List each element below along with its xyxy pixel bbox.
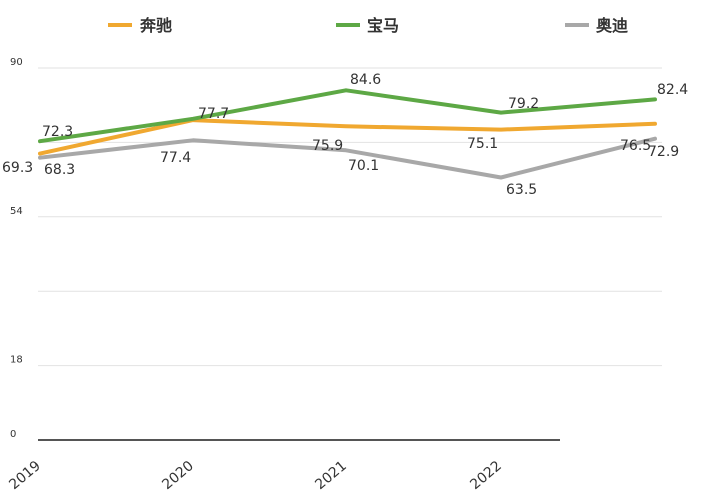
legend-item-bmw: 宝马 [336,16,399,35]
data-label: 63.5 [506,182,537,198]
legend-label-audi: 奥迪 [596,16,628,35]
x-tick-label: 2020 [159,458,197,493]
data-label: 72.9 [648,144,679,160]
data-label: 70.1 [348,158,379,174]
data-label: 82.4 [657,82,688,98]
data-label: 84.6 [350,72,381,88]
y-tick-label: 54 [10,206,23,217]
y-tick-label: 18 [10,355,23,366]
x-axis: 2019 2020 2021 2022 [6,439,560,493]
data-label: 75.9 [312,138,343,154]
legend-item-benz: 奔驰 [108,16,172,35]
series-line [38,136,657,180]
data-label: 75.1 [467,136,498,152]
data-label: 79.2 [508,96,539,112]
series-lines [38,88,657,180]
data-labels: 69.3 72.3 68.3 77.4 77.7 84.6 75.9 70.1 79.2 75.1… [2,72,688,198]
grid-lines [38,67,662,367]
data-label: 72.3 [42,124,73,140]
data-label: 68.3 [44,162,75,178]
y-tick-label: 0 [10,429,16,440]
legend-item-audi: 奥迪 [565,16,628,35]
x-tick-label: 2019 [6,458,44,493]
legend-label-benz: 奔驰 [139,16,172,35]
y-axis: 0 18 54 90 [10,57,23,440]
data-label: 76.5 [620,138,651,154]
chart-legend: 奔驰 宝马 奥迪 [108,16,628,35]
x-tick-label: 2021 [312,458,350,493]
legend-label-bmw: 宝马 [367,16,399,35]
series-line [38,118,657,156]
data-label: 69.3 [2,160,33,176]
x-tick-label: 2022 [467,458,505,493]
data-label: 77.4 [160,150,191,166]
series-line [38,88,657,144]
y-tick-label: 90 [10,57,23,68]
data-label: 77.7 [198,106,229,122]
